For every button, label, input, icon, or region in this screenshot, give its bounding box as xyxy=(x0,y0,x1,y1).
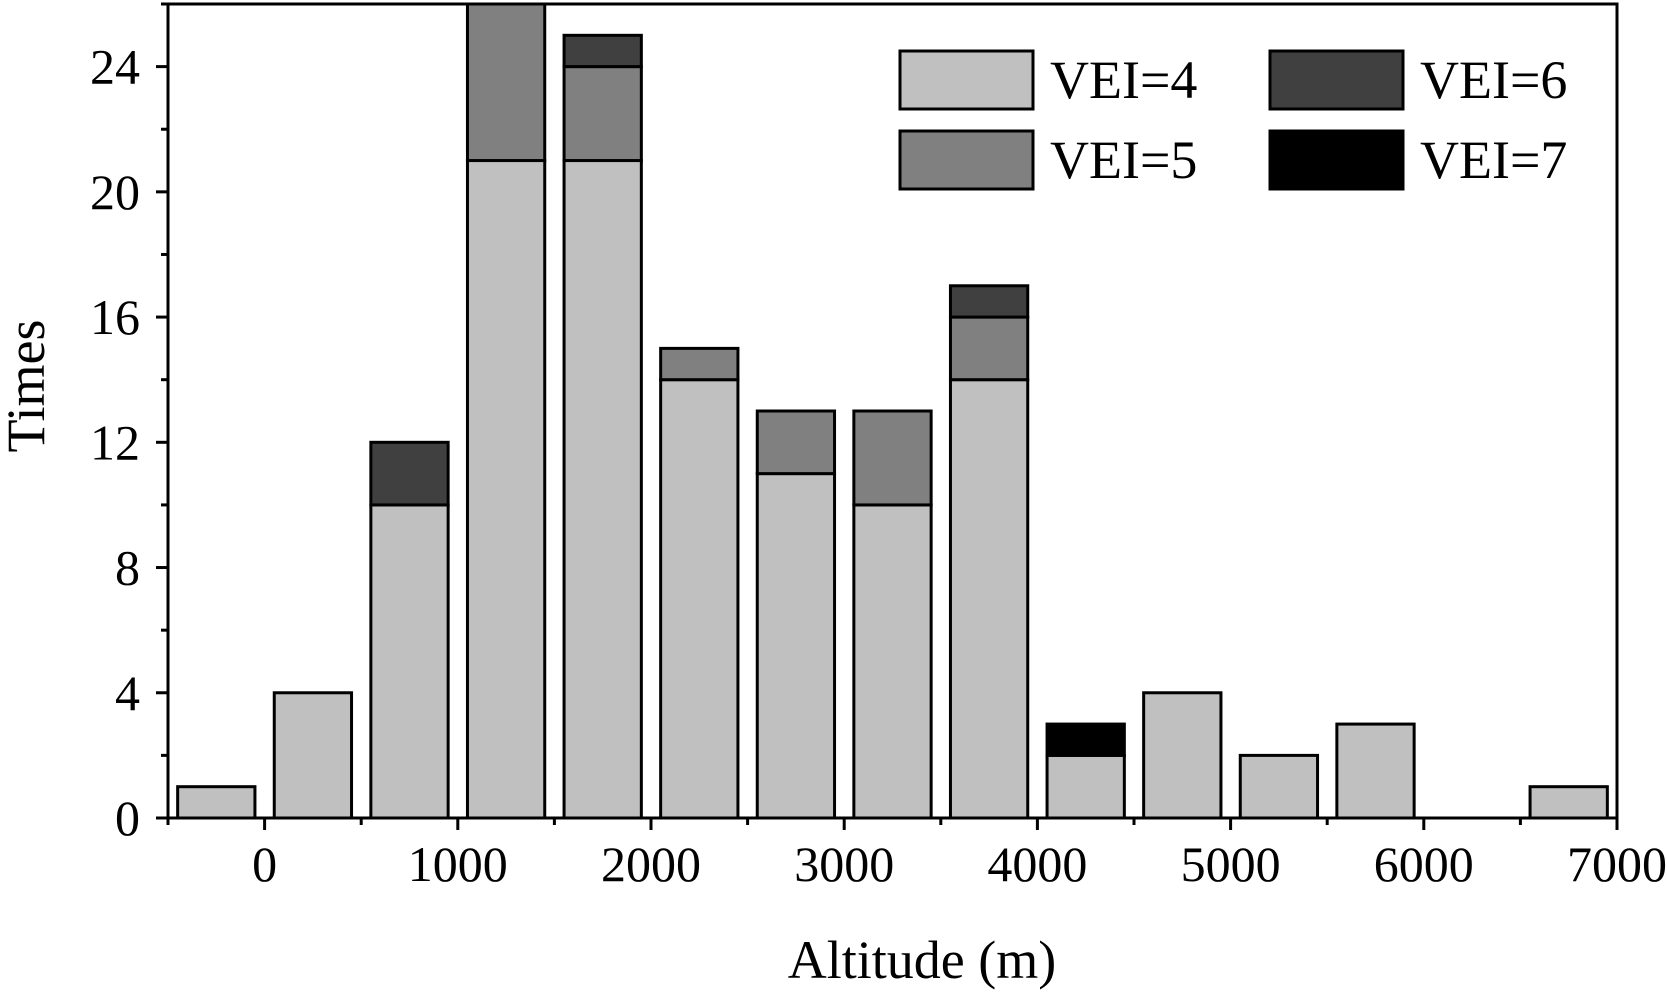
bar-segment xyxy=(465,4,547,163)
bar-segment xyxy=(562,33,643,69)
x-tick-label: 5000 xyxy=(1181,836,1281,892)
bar-segment xyxy=(465,159,547,818)
x-tick-label: 3000 xyxy=(794,836,894,892)
axes-layer: 0 1000 2000 3000 4000 5000 6000 7000 0 4 8 12 16 20 24 xyxy=(90,2,1667,892)
bar-segment xyxy=(948,284,1030,319)
bar-segment xyxy=(659,346,740,382)
legend-label: VEI=4 xyxy=(1050,50,1197,110)
legend-label: VEI=6 xyxy=(1420,50,1567,110)
x-tick-label: 4000 xyxy=(987,836,1087,892)
bar-segment xyxy=(948,378,1030,818)
y-axis-title: Times xyxy=(0,319,56,452)
bar-segment xyxy=(755,472,837,818)
plot-frame xyxy=(166,2,1619,820)
x-tick-label: 6000 xyxy=(1374,836,1474,892)
bar-segment xyxy=(659,378,740,818)
x-axis-title: Altitude (m) xyxy=(788,930,1056,990)
bar-segment xyxy=(1528,785,1609,818)
legend-swatch xyxy=(898,129,1035,191)
bar-segment xyxy=(852,503,933,818)
legend-label: VEI=5 xyxy=(1050,130,1197,190)
bar-segment xyxy=(1045,753,1126,818)
bars-layer xyxy=(176,4,1609,818)
x-tick-label: 1000 xyxy=(408,836,508,892)
legend: VEI=4 VEI=5 VEI=6 VEI=7 xyxy=(898,49,1567,191)
bar-segment xyxy=(562,159,643,818)
bar-segment xyxy=(1045,722,1126,757)
bar-segment xyxy=(369,440,450,507)
bar-segment xyxy=(948,315,1030,382)
x-tick-label: 2000 xyxy=(601,836,701,892)
bar-segment xyxy=(1335,722,1416,818)
bar-segment xyxy=(755,409,837,476)
y-tick-label: 12 xyxy=(90,414,140,470)
bar-segment xyxy=(562,65,643,163)
y-tick-label: 16 xyxy=(90,289,140,345)
bar-segment xyxy=(1142,691,1223,818)
y-tick-label: 4 xyxy=(115,665,140,721)
bar-segment xyxy=(369,503,450,818)
x-tick-label: 0 xyxy=(252,836,277,892)
y-tick-label: 8 xyxy=(115,540,140,596)
legend-swatch xyxy=(1268,129,1405,191)
legend-label: VEI=7 xyxy=(1420,130,1567,190)
bar-segment xyxy=(852,409,933,507)
y-tick-label: 20 xyxy=(90,164,140,220)
legend-swatch xyxy=(1268,49,1405,111)
y-tick-label: 0 xyxy=(115,790,140,846)
x-tick-label: 7000 xyxy=(1567,836,1667,892)
bar-segment xyxy=(176,785,257,818)
y-tick-label: 24 xyxy=(90,39,140,95)
bar-segment xyxy=(1238,753,1320,818)
bar-segment xyxy=(272,691,354,818)
legend-swatch xyxy=(898,49,1035,111)
